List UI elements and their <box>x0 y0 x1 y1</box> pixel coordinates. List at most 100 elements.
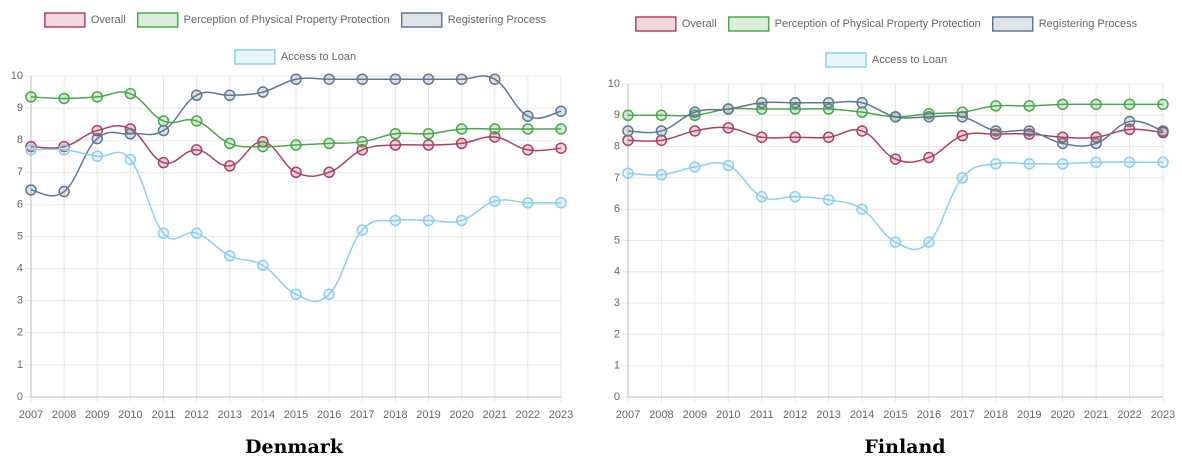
point <box>990 125 1002 137</box>
point <box>257 86 269 98</box>
series-line <box>627 126 1164 163</box>
point <box>489 195 501 207</box>
point <box>756 97 768 109</box>
point <box>91 132 103 145</box>
point <box>389 139 402 151</box>
x-tick-label: 2019 <box>1017 409 1041 421</box>
point <box>323 137 335 150</box>
legend-label: Registering Process <box>1039 18 1138 30</box>
point <box>655 169 668 181</box>
y-tick-label: 5 <box>17 230 23 242</box>
legend-label: Overall <box>682 18 717 30</box>
legend-label: Access to Loan <box>872 54 947 66</box>
point <box>257 140 269 153</box>
legend-label: Access to Loan <box>281 51 356 63</box>
y-tick-label: 4 <box>614 266 620 278</box>
series-line <box>30 91 561 148</box>
x-tick-label: 2013 <box>218 409 242 421</box>
point <box>1123 98 1136 111</box>
y-tick-label: 2 <box>614 328 620 340</box>
point <box>555 197 567 209</box>
point <box>722 103 735 115</box>
x-tick-label: 2013 <box>816 409 840 421</box>
legend-swatch <box>44 12 86 28</box>
point <box>622 134 634 147</box>
point <box>856 203 868 215</box>
legend-label: Registering Process <box>448 14 547 26</box>
y-tick-label: 1 <box>17 359 23 371</box>
y-tick-label: 9 <box>17 102 23 114</box>
point <box>422 73 435 85</box>
legend-item: Registering Process <box>991 16 1138 32</box>
point <box>1090 98 1102 111</box>
point <box>455 137 468 150</box>
point <box>356 224 368 236</box>
y-tick-label: 10 <box>11 70 23 82</box>
y-tick-label: 8 <box>17 134 23 146</box>
point <box>224 250 236 262</box>
x-tick-label: 2009 <box>85 409 109 421</box>
legend-item: Access to Loan <box>234 49 356 65</box>
point <box>124 153 137 166</box>
point <box>522 144 534 156</box>
x-tick-label: 2012 <box>184 409 208 421</box>
point <box>25 144 37 156</box>
point <box>1157 125 1169 137</box>
x-tick-label: 2023 <box>549 409 573 421</box>
y-tick-label: 8 <box>614 141 620 153</box>
y-tick-label: 5 <box>614 234 620 246</box>
x-tick-label: 2021 <box>483 409 507 421</box>
point <box>58 144 70 156</box>
point <box>157 156 170 169</box>
point <box>756 131 768 143</box>
series-line <box>30 148 562 303</box>
legend-item: Perception of Physical Property Protecti… <box>136 12 390 28</box>
legend-swatch <box>234 49 276 65</box>
point <box>622 125 634 137</box>
legend-swatch <box>400 12 443 28</box>
x-tick-label: 2007 <box>19 409 43 421</box>
point <box>1023 158 1035 170</box>
point <box>722 122 735 134</box>
point <box>124 128 137 140</box>
legend-label: Perception of Physical Property Protecti… <box>184 14 390 26</box>
point <box>1023 100 1035 112</box>
x-tick-label: 2014 <box>850 409 874 421</box>
point <box>257 259 269 272</box>
point <box>956 172 969 184</box>
point <box>856 97 868 109</box>
legend-item: Overall <box>635 16 717 32</box>
point <box>290 73 302 85</box>
point <box>522 110 534 122</box>
point <box>756 190 768 203</box>
x-tick-label: 2015 <box>284 409 308 421</box>
legend-item: Perception of Physical Property Protecti… <box>727 16 981 32</box>
x-tick-label: 2016 <box>317 409 341 421</box>
y-tick-label: 6 <box>614 203 620 215</box>
point <box>157 115 170 127</box>
series-line <box>627 161 1163 251</box>
point <box>689 125 701 137</box>
point <box>1090 137 1102 150</box>
x-tick-label: 2016 <box>917 409 941 421</box>
point <box>489 123 501 135</box>
point <box>923 151 935 164</box>
legend-swatch <box>991 16 1034 32</box>
point <box>422 214 435 227</box>
x-tick-label: 2018 <box>984 409 1008 421</box>
point <box>856 106 868 118</box>
point <box>290 288 302 301</box>
point <box>789 131 801 143</box>
point <box>923 236 935 248</box>
point <box>455 73 468 85</box>
series-line <box>30 75 562 197</box>
x-tick-label: 2014 <box>251 409 275 421</box>
legend-swatch <box>635 16 677 32</box>
x-tick-label: 2008 <box>649 409 673 421</box>
point <box>923 111 935 123</box>
point <box>1157 98 1169 111</box>
point <box>224 89 236 102</box>
y-tick-label: 2 <box>17 327 23 339</box>
point <box>91 124 103 137</box>
